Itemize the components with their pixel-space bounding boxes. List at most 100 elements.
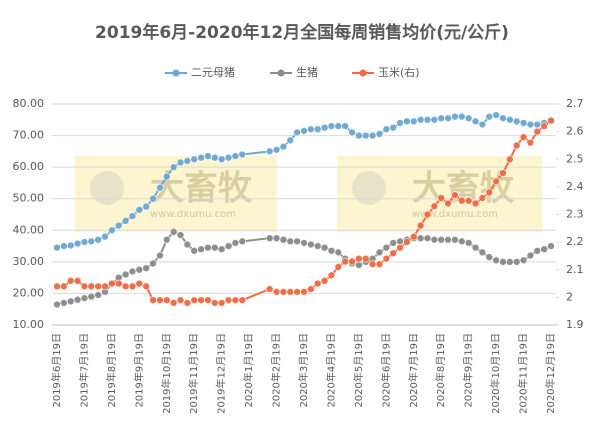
point: [382, 254, 391, 263]
point: [121, 270, 130, 279]
point: [444, 199, 452, 208]
point: [334, 263, 343, 271]
point: [458, 196, 466, 205]
point: [478, 248, 487, 257]
point: [60, 299, 68, 307]
point: [272, 288, 281, 296]
point: [437, 235, 446, 244]
x-tick-label: 2020年8月19日: [434, 333, 447, 408]
point: [272, 234, 281, 242]
point: [382, 243, 391, 252]
point: [320, 276, 329, 285]
point: [320, 123, 329, 132]
point: [66, 297, 75, 306]
point: [135, 279, 144, 288]
point: [396, 237, 404, 246]
point: [73, 276, 82, 285]
point: [512, 141, 521, 150]
point: [506, 115, 514, 124]
point: [73, 295, 82, 304]
point: [114, 279, 123, 288]
x-tick-label: 2020年4月19日: [324, 333, 337, 408]
point: [53, 243, 61, 252]
point: [437, 114, 446, 123]
point: [361, 254, 370, 263]
point: [80, 282, 89, 291]
point: [149, 296, 157, 304]
point: [430, 202, 439, 211]
point: [197, 153, 205, 162]
x-tick-label: 2019年8月19日: [105, 333, 118, 408]
point: [478, 194, 487, 202]
point: [533, 120, 542, 129]
point: [334, 122, 343, 130]
point: [403, 238, 411, 246]
y-tick-label: 10.00: [13, 318, 45, 331]
point: [169, 228, 178, 236]
y-tick-label: 40.00: [13, 223, 45, 236]
point: [190, 296, 199, 304]
legend-marker: [359, 69, 367, 77]
point: [94, 282, 102, 291]
point: [327, 271, 336, 280]
point: [279, 235, 288, 244]
point: [485, 253, 494, 261]
point: [382, 125, 391, 134]
point: [87, 237, 96, 246]
point: [265, 234, 274, 242]
point: [204, 296, 212, 304]
point: [60, 242, 68, 250]
point: [217, 245, 226, 254]
y-tick-label: 50.00: [13, 192, 45, 205]
point: [533, 127, 542, 136]
point: [142, 264, 150, 272]
point: [512, 117, 521, 126]
point: [416, 221, 425, 230]
point: [506, 155, 514, 164]
point: [519, 256, 528, 265]
point: [108, 279, 116, 288]
point: [430, 115, 439, 124]
point: [87, 292, 96, 301]
point: [265, 147, 274, 156]
point: [293, 128, 301, 137]
point: [512, 258, 521, 266]
point: [300, 127, 308, 135]
point: [162, 172, 171, 181]
point: [60, 282, 68, 291]
point: [94, 235, 102, 244]
point: [190, 155, 199, 164]
point: [286, 288, 295, 296]
point: [430, 235, 439, 244]
y2-tick-label: 2.4: [566, 180, 584, 193]
point: [238, 296, 247, 304]
point: [169, 163, 178, 171]
point: [211, 153, 219, 162]
point: [368, 131, 377, 140]
watermark-url: www.dxumu.com: [412, 209, 498, 220]
point: [389, 239, 397, 247]
point: [526, 251, 535, 260]
point: [169, 299, 178, 307]
point: [204, 243, 212, 252]
watermark-logo: [352, 171, 386, 205]
point: [313, 125, 322, 134]
point: [176, 158, 185, 167]
point: [307, 240, 315, 249]
x-tick-label: 2020年1月19日: [242, 333, 255, 408]
point: [279, 288, 288, 296]
point: [286, 237, 295, 246]
y-tick-label: 20.00: [13, 286, 45, 299]
point: [66, 241, 75, 250]
legend-marker: [277, 69, 285, 77]
point: [478, 120, 487, 129]
x-tick-label: 2019年11月19日: [187, 333, 200, 414]
x-tick-label: 2020年3月19日: [297, 333, 310, 408]
point: [389, 249, 397, 257]
point: [156, 251, 164, 260]
point: [458, 112, 466, 121]
point: [451, 191, 459, 199]
point: [149, 194, 157, 203]
point: [499, 114, 507, 123]
